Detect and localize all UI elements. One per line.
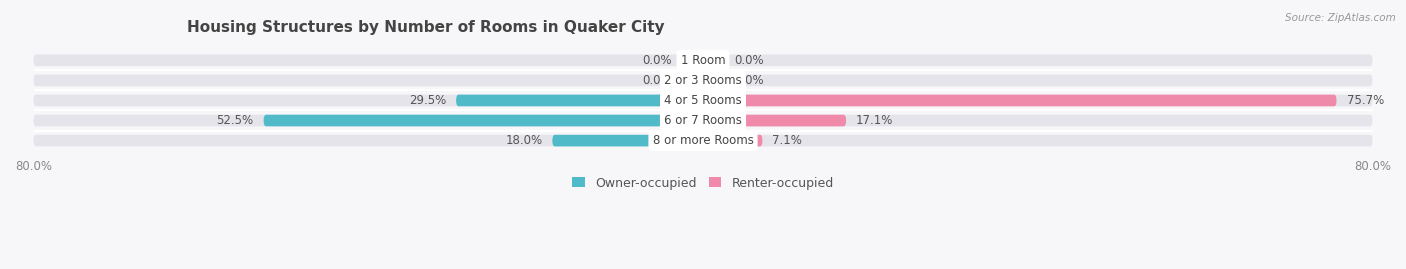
Text: 0.0%: 0.0% <box>734 74 763 87</box>
FancyBboxPatch shape <box>682 55 703 66</box>
FancyBboxPatch shape <box>703 55 724 66</box>
Legend: Owner-occupied, Renter-occupied: Owner-occupied, Renter-occupied <box>572 176 834 190</box>
FancyBboxPatch shape <box>34 75 1372 86</box>
Text: 18.0%: 18.0% <box>505 134 543 147</box>
Text: 1 Room: 1 Room <box>681 54 725 67</box>
FancyBboxPatch shape <box>34 115 1372 126</box>
Text: Housing Structures by Number of Rooms in Quaker City: Housing Structures by Number of Rooms in… <box>187 20 665 36</box>
FancyBboxPatch shape <box>703 135 762 146</box>
Text: 52.5%: 52.5% <box>217 114 253 127</box>
FancyBboxPatch shape <box>703 75 724 86</box>
Text: 29.5%: 29.5% <box>409 94 446 107</box>
FancyBboxPatch shape <box>34 95 1372 106</box>
Text: 8 or more Rooms: 8 or more Rooms <box>652 134 754 147</box>
Text: Source: ZipAtlas.com: Source: ZipAtlas.com <box>1285 13 1396 23</box>
Text: 0.0%: 0.0% <box>643 54 672 67</box>
FancyBboxPatch shape <box>703 95 1337 106</box>
Text: 6 or 7 Rooms: 6 or 7 Rooms <box>664 114 742 127</box>
Text: 17.1%: 17.1% <box>856 114 894 127</box>
FancyBboxPatch shape <box>34 135 1372 146</box>
FancyBboxPatch shape <box>703 115 846 126</box>
Text: 0.0%: 0.0% <box>734 54 763 67</box>
FancyBboxPatch shape <box>456 95 703 106</box>
Text: 75.7%: 75.7% <box>1347 94 1384 107</box>
FancyBboxPatch shape <box>553 135 703 146</box>
FancyBboxPatch shape <box>682 75 703 86</box>
FancyBboxPatch shape <box>34 55 1372 66</box>
FancyBboxPatch shape <box>264 115 703 126</box>
Text: 0.0%: 0.0% <box>643 74 672 87</box>
Text: 4 or 5 Rooms: 4 or 5 Rooms <box>664 94 742 107</box>
Text: 2 or 3 Rooms: 2 or 3 Rooms <box>664 74 742 87</box>
Text: 7.1%: 7.1% <box>772 134 803 147</box>
